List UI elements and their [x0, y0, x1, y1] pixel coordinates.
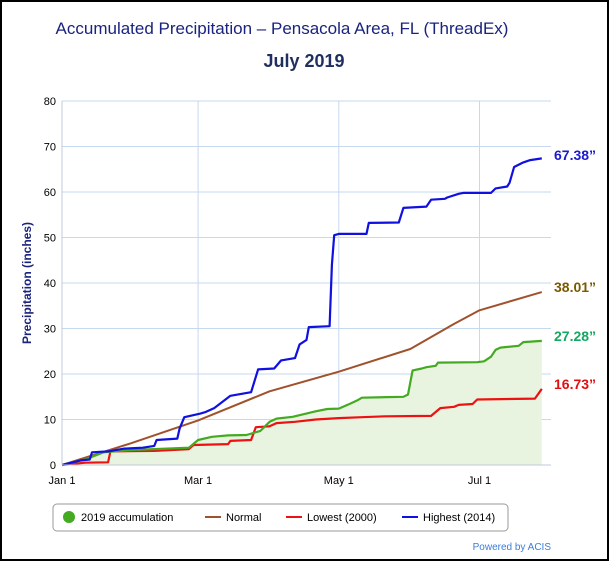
x-tick-label: May 1	[324, 475, 354, 487]
series-line-normal	[61, 291, 543, 466]
y-axis-label: Precipitation (inches)	[20, 222, 34, 344]
end-value-label: 16.73”	[554, 376, 596, 392]
legend-label: 2019 accumulation	[81, 512, 173, 524]
x-tick-label: Jan 1	[49, 475, 76, 487]
legend-label: Highest (2014)	[423, 512, 495, 524]
legend-marker	[63, 511, 75, 523]
legend: 2019 accumulation Normal Lowest (2000) High…	[52, 503, 509, 532]
y-tick-label: 10	[44, 415, 56, 427]
x-tick-label: Mar 1	[184, 475, 212, 487]
series-lines	[61, 157, 543, 467]
legend-label: Normal	[226, 512, 261, 524]
y-axis-ticks: 0 10 20 30 40 50 60 70 80	[44, 96, 56, 472]
end-labels: 67.38” 38.01” 16.73” 27.28”	[554, 147, 596, 392]
y-tick-label: 60	[44, 187, 56, 199]
legend-label: Lowest (2000)	[307, 512, 377, 524]
series-line-lowest-2000	[61, 388, 543, 467]
area-2019-accumulation	[62, 340, 542, 465]
y-tick-label: 40	[44, 278, 56, 290]
end-value-label: 27.28”	[554, 328, 596, 344]
x-axis-ticks: Jan 1 Mar 1 May 1 Jul 1	[49, 475, 492, 487]
series-line-2019-accumulation	[61, 339, 542, 467]
y-tick-label: 0	[50, 460, 56, 472]
chart-subtitle: July 2019	[263, 51, 344, 71]
y-tick-label: 70	[44, 142, 56, 154]
y-tick-label: 30	[44, 324, 56, 336]
end-value-label: 38.01”	[554, 279, 596, 295]
chart-title: Accumulated Precipitation – Pensacola Ar…	[56, 19, 509, 38]
x-tick-label: Jul 1	[468, 475, 491, 487]
legend-items: 2019 accumulation Normal Lowest (2000) High…	[63, 511, 495, 524]
series-line-highest-2014	[61, 157, 542, 467]
y-tick-label: 50	[44, 233, 56, 245]
legend-box	[52, 503, 509, 532]
y-tick-label: 80	[44, 96, 56, 108]
credit-text: Powered by ACIS	[473, 542, 552, 553]
end-value-label: 67.38”	[554, 147, 596, 163]
y-tick-label: 20	[44, 369, 56, 381]
